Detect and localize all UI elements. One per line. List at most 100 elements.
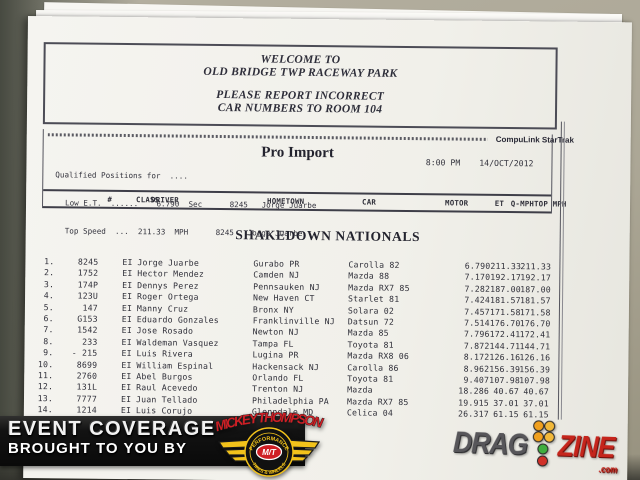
cell-car: Mazda RX7 85: [348, 282, 410, 293]
cell-hometown: Franklinville NJ: [252, 315, 335, 327]
cell-car: Mazda: [347, 384, 373, 396]
cell-hometown: Gurabo PR: [253, 258, 300, 269]
cell-car: Starlet 81: [348, 293, 400, 305]
top-speed-line: Top Speed ... 211.33 MPH 8245 Jorge Juar…: [64, 226, 303, 239]
paper-sheet: WELCOME TO OLD BRIDGE TWP RACEWAY PARK P…: [23, 16, 632, 480]
cell-topmph: 211.33: [520, 261, 552, 272]
cell-hometown: Lugina PR: [252, 349, 299, 361]
cell-motor: [431, 294, 453, 306]
cell-class: EI: [121, 325, 133, 336]
cell-position: 10.: [37, 358, 54, 369]
cell-class: EI: [122, 279, 133, 290]
cell-topmph: 126.16: [519, 352, 551, 363]
cell-qmph: 211.33: [490, 260, 522, 272]
cell-class: EI: [121, 314, 133, 325]
svg-text:M/T: M/T: [262, 448, 277, 457]
cell-position: 6.: [43, 313, 54, 324]
cell-car: Carolla 82: [348, 259, 400, 270]
mickey-thompson-logo: PERFORMANCE TIRES & WHEELS M/T MICKEY TH…: [213, 400, 325, 480]
cell-position: 11.: [37, 370, 54, 381]
session-info-box: CompuLink StarTrak Pro Import Qualified …: [41, 129, 574, 238]
results-table: 1. 8245 EI Jorge Juarbe Gurabo PR Caroll…: [32, 256, 630, 422]
cell-motor: [431, 340, 453, 352]
welcome-box: WELCOME TO OLD BRIDGE TWP RACEWAY PARK P…: [42, 42, 558, 130]
cell-et: 6.790: [464, 260, 491, 271]
cell-car: Mazda RX8 06: [347, 350, 410, 362]
cell-car-number: 8699: [76, 359, 98, 370]
cell-car-number: 1214: [76, 404, 97, 416]
cell-position: 7.: [43, 324, 54, 335]
cell-qmph: 181.57: [489, 295, 521, 306]
cell-et: 7.170: [464, 271, 491, 283]
cell-car-number: G153: [77, 313, 98, 324]
drag-text: DRAG: [452, 425, 528, 462]
cell-motor: [430, 386, 452, 398]
cell-car-number: 7777: [76, 393, 98, 404]
cell-motor: [431, 317, 453, 329]
cell-et: 18.286: [458, 385, 490, 397]
cell-car: Celica 04: [346, 407, 394, 419]
cell-position: 13.: [37, 392, 54, 404]
cell-class: EI: [120, 393, 132, 404]
cell-topmph: 176.70: [519, 318, 551, 329]
cell-hometown: New Haven CT: [253, 292, 315, 304]
low-et-line: Low E.T. ...... 6.790 Sec 8245 Jorge Jua…: [64, 198, 317, 211]
cell-position: 14.: [37, 404, 53, 415]
cell-position: 2.: [43, 267, 55, 278]
cell-motor: [430, 363, 452, 375]
cell-car-number: 147: [82, 302, 99, 313]
column-label-qmph: Q-MPH: [510, 199, 535, 209]
cell-motor: [431, 329, 453, 341]
column-label-motor: MOTOR: [445, 198, 469, 208]
cell-car: Mazda 85: [347, 327, 389, 339]
cell-et: 7.796: [463, 329, 490, 340]
cell-qmph: 126.16: [489, 352, 521, 363]
cell-motor: [430, 351, 452, 363]
cell-class: EI: [121, 348, 132, 359]
cell-topmph: 187.00: [520, 283, 552, 295]
cell-motor: [430, 374, 452, 386]
cell-topmph: 181.57: [519, 295, 551, 306]
cell-car-number: 233: [82, 336, 98, 347]
cell-position: 5.: [43, 301, 55, 312]
cell-motor: [431, 283, 453, 295]
column-label-car: CAR: [362, 197, 377, 207]
cell-topmph: 37.01: [523, 398, 550, 409]
cell-topmph: 107.98: [519, 375, 551, 386]
cell-hometown: Camden NJ: [253, 269, 300, 281]
cell-car: Mazda RX7 85: [346, 396, 409, 407]
cell-car: Mazda 88: [348, 270, 390, 282]
cell-et: 7.872: [463, 340, 490, 351]
cell-et: 7.424: [464, 294, 491, 306]
cell-position: 12.: [37, 381, 54, 392]
cell-qmph: 172.41: [489, 329, 521, 340]
column-label-et: ET: [494, 198, 505, 208]
cell-qmph: 107.98: [489, 374, 521, 386]
cell-car-number: 174P: [77, 279, 99, 290]
cell-topmph: 40.67: [523, 386, 550, 397]
cell-class: EI: [121, 302, 133, 313]
cell-car-number: 2760: [76, 370, 98, 381]
cell-topmph: 172.41: [519, 329, 551, 340]
cell-class: EI: [122, 268, 133, 279]
cell-position: 3.: [43, 278, 55, 290]
cell-hometown: Trenton NJ: [252, 383, 304, 395]
mt-badge-icon: PERFORMANCE TIRES & WHEELS M/T MICKEY TH…: [213, 409, 325, 477]
cell-car-number: 1542: [77, 324, 98, 336]
cell-position: 1.: [44, 256, 55, 267]
qualified-positions-block: Qualified Positions for .... Low E.T. ..…: [55, 151, 318, 257]
cell-qmph: 40.67: [493, 386, 520, 397]
cell-class: EI: [122, 291, 133, 302]
cell-car: Toyota 81: [347, 373, 394, 384]
cell-qmph: 192.17: [490, 272, 522, 283]
cell-position: 4.: [43, 290, 55, 301]
cell-position: 8.: [43, 336, 54, 347]
cell-car-number: 1752: [77, 267, 99, 279]
cell-et: 7.457: [464, 306, 490, 317]
cell-position: 9.: [43, 347, 54, 358]
dragzine-logo: DRAG ZINE .com: [447, 418, 639, 475]
cell-topmph: 192.17: [520, 272, 552, 283]
cell-et: 7.514: [464, 317, 490, 328]
cell-class: EI: [121, 336, 132, 347]
